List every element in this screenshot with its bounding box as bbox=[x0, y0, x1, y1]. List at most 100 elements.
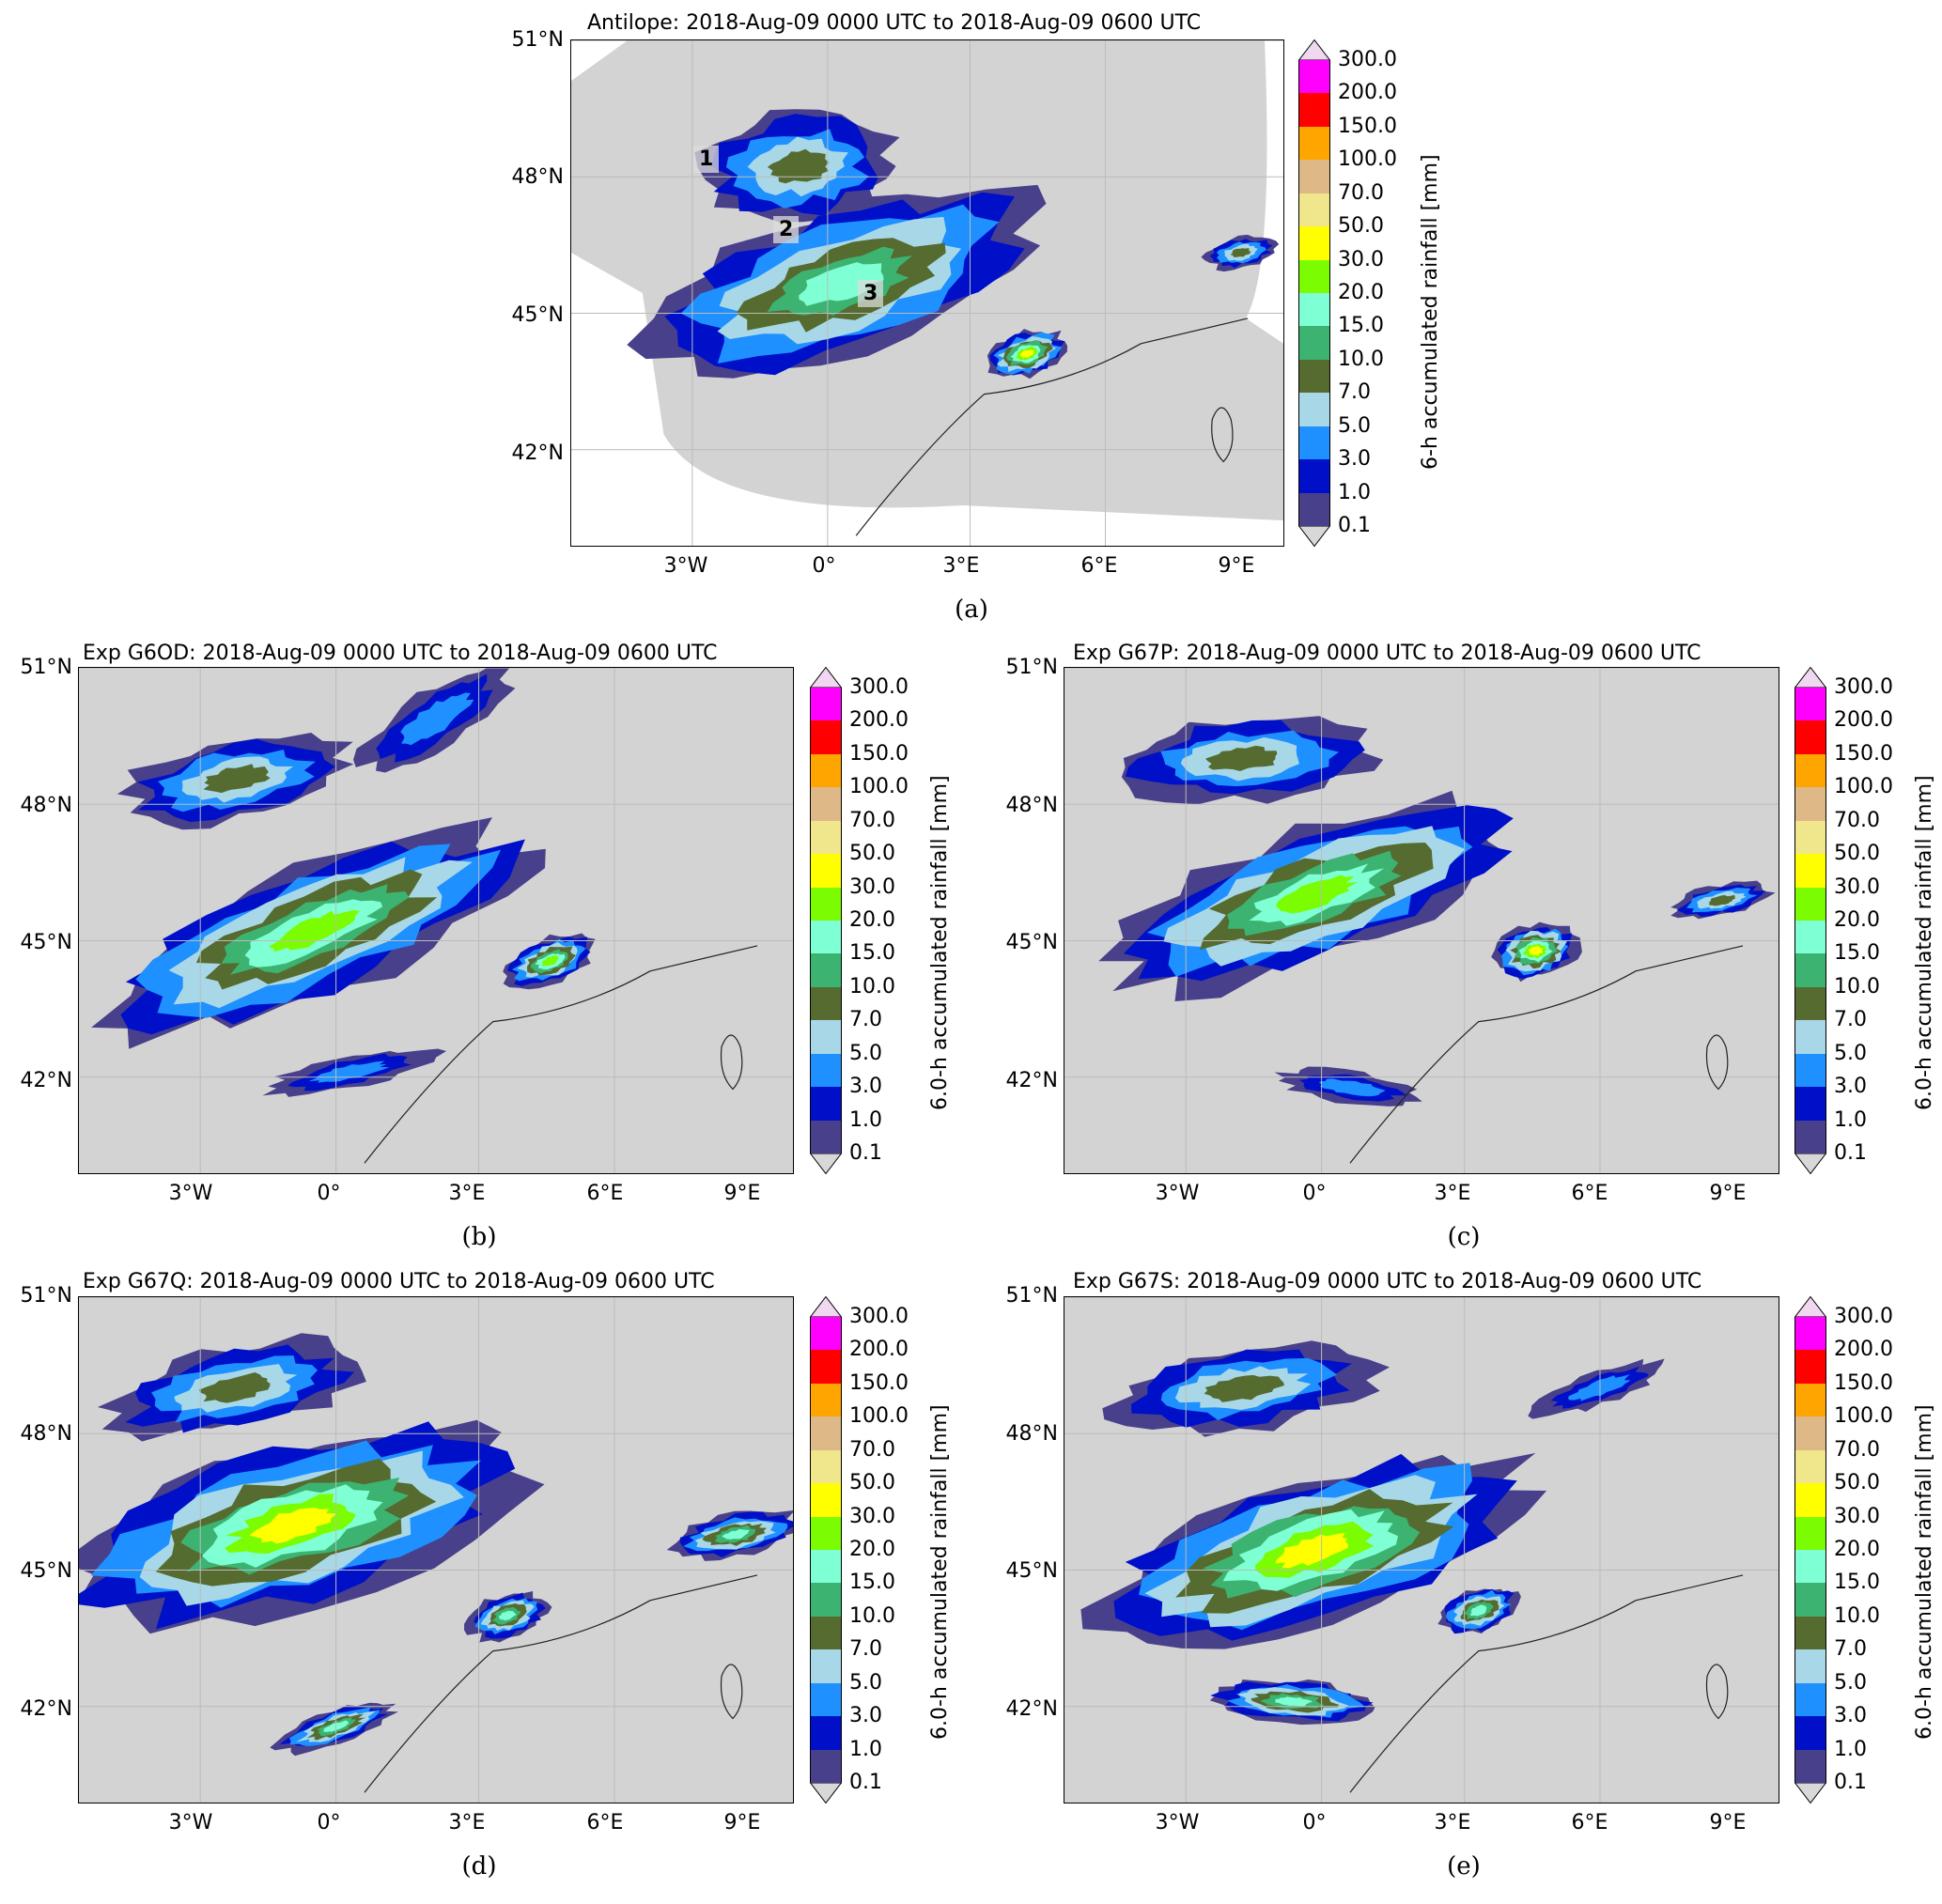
lat-tick: 42°N bbox=[20, 1697, 72, 1721]
colorbar-under-triangle bbox=[1298, 526, 1330, 547]
colorbar-segment bbox=[810, 1449, 842, 1484]
panel-caption: (e) bbox=[1447, 1852, 1481, 1881]
colorbar-segment bbox=[1298, 359, 1330, 394]
colorbar-tick-label: 0.1 bbox=[1834, 1771, 1867, 1794]
lat-tick: 51°N bbox=[20, 656, 72, 679]
lat-tick: 48°N bbox=[20, 1422, 72, 1446]
colorbar-segment bbox=[810, 1383, 842, 1417]
colorbar-segment bbox=[810, 1583, 842, 1617]
colorbar-segment bbox=[1794, 1383, 1826, 1417]
lat-tick: 45°N bbox=[20, 931, 72, 954]
lat-tick: 42°N bbox=[511, 441, 564, 465]
colorbar-tick-label: 7.0 bbox=[1834, 1637, 1867, 1662]
colorbar-tick-label: 3.0 bbox=[849, 1704, 882, 1728]
colorbar-tick-label: 20.0 bbox=[1338, 281, 1384, 304]
colorbar-tick-label: 30.0 bbox=[1834, 1504, 1880, 1528]
colorbar-tick-label: 1.0 bbox=[849, 1737, 882, 1761]
colorbar-segment bbox=[1298, 492, 1330, 526]
rainfall-field bbox=[79, 668, 793, 1173]
colorbar-tick-label: 200.0 bbox=[1338, 81, 1397, 105]
colorbar-tick-label: 0.1 bbox=[1338, 514, 1371, 537]
colorbar-tick-label: 30.0 bbox=[1834, 875, 1880, 899]
colorbar-segment bbox=[810, 1550, 842, 1584]
colorbar-tick-label: 70.0 bbox=[1338, 180, 1384, 205]
rainfall-field bbox=[1064, 1297, 1779, 1803]
lon-tick: 0° bbox=[812, 554, 836, 578]
lat-tick: 45°N bbox=[1005, 1559, 1058, 1583]
colorbar-tick-label: 100.0 bbox=[1338, 147, 1397, 172]
colorbar-tick-label: 15.0 bbox=[1834, 941, 1880, 966]
colorbar-tick-label: 30.0 bbox=[849, 1504, 895, 1528]
colorbar-tick-label: 300.0 bbox=[849, 1305, 909, 1328]
lon-tick: 3°W bbox=[1155, 1182, 1200, 1205]
colorbar-segment bbox=[1794, 1087, 1826, 1121]
lon-tick: 6°E bbox=[586, 1811, 624, 1834]
rainfall-map bbox=[570, 39, 1284, 547]
colorbar: 0.1 1.0 3.0 5.0 7.0 10.0 15.0 20.0 30.0 50.0 70.0 1… bbox=[1794, 1296, 1893, 1803]
colorbar-segment bbox=[810, 1616, 842, 1650]
rainfall-field bbox=[1064, 668, 1779, 1173]
lat-tick: 51°N bbox=[511, 28, 564, 52]
colorbar-segment bbox=[810, 787, 842, 821]
colorbar-tick-label: 3.0 bbox=[1834, 1704, 1867, 1728]
rainfall-map bbox=[78, 667, 794, 1174]
lat-tick: 42°N bbox=[1005, 1697, 1058, 1721]
colorbar-segment bbox=[1794, 1449, 1826, 1484]
colorbar-segment bbox=[810, 1120, 842, 1153]
colorbar-tick-label: 200.0 bbox=[1834, 708, 1893, 733]
colorbar-segment bbox=[1298, 193, 1330, 227]
colorbar-tick-label: 150.0 bbox=[1834, 1370, 1893, 1395]
colorbar-tick-label: 100.0 bbox=[849, 775, 909, 799]
colorbar-tick-label: 50.0 bbox=[1834, 1471, 1880, 1495]
rainfall-map bbox=[1064, 1296, 1779, 1803]
colorbar-segment bbox=[810, 953, 842, 987]
lon-tick: 0° bbox=[1302, 1182, 1327, 1205]
colorbar-label: 6-h accumulated rainfall [mm] bbox=[1419, 154, 1442, 470]
lon-tick: 3°W bbox=[1155, 1811, 1200, 1834]
colorbar-segment bbox=[1794, 1350, 1826, 1384]
colorbar-segment bbox=[1298, 60, 1330, 94]
colorbar-segment bbox=[1298, 459, 1330, 493]
colorbar-segment bbox=[1298, 226, 1330, 260]
colorbar-segment bbox=[810, 1516, 842, 1550]
colorbar-tick-label: 20.0 bbox=[849, 908, 895, 932]
colorbar-tick-label: 70.0 bbox=[1834, 808, 1880, 832]
colorbar-segment bbox=[810, 1350, 842, 1384]
lon-tick: 3°E bbox=[1434, 1811, 1471, 1834]
colorbar-tick-label: 5.0 bbox=[1338, 413, 1371, 438]
colorbar-tick-label: 100.0 bbox=[1834, 775, 1893, 799]
colorbar-under-triangle bbox=[1794, 1783, 1826, 1803]
colorbar-over-triangle bbox=[1794, 1296, 1826, 1317]
region-label-1: 1 bbox=[693, 146, 720, 173]
lat-tick: 51°N bbox=[1005, 1284, 1058, 1308]
colorbar-segment bbox=[1298, 93, 1330, 127]
colorbar-tick-label: 20.0 bbox=[1834, 908, 1880, 932]
colorbar-tick-label: 20.0 bbox=[1834, 1538, 1880, 1561]
lon-tick: 9°E bbox=[723, 1811, 761, 1834]
colorbar-tick-label: 200.0 bbox=[1834, 1338, 1893, 1362]
colorbar-segment bbox=[1794, 753, 1826, 788]
lon-tick: 0° bbox=[317, 1811, 341, 1834]
colorbar-segment bbox=[1298, 259, 1330, 293]
colorbar-tick-label: 1.0 bbox=[849, 1107, 882, 1132]
colorbar-segment bbox=[810, 1483, 842, 1517]
colorbar-segment bbox=[1298, 393, 1330, 426]
rainfall-field bbox=[571, 40, 1283, 546]
colorbar-segment bbox=[1794, 1053, 1826, 1088]
colorbar-tick-label: 300.0 bbox=[849, 675, 909, 699]
colorbar-tick-label: 10.0 bbox=[1338, 347, 1384, 371]
panel-title: Exp G67P: 2018-Aug-09 0000 UTC to 2018-A… bbox=[1073, 642, 1701, 665]
colorbar-tick-label: 15.0 bbox=[849, 941, 895, 966]
lat-tick: 48°N bbox=[1005, 794, 1058, 817]
colorbar-segment bbox=[1794, 1020, 1826, 1054]
rainfall-field bbox=[79, 1297, 793, 1803]
colorbar-segment bbox=[810, 1317, 842, 1351]
lat-tick: 45°N bbox=[511, 303, 564, 327]
colorbar-segment bbox=[1794, 854, 1826, 888]
colorbar-tick-label: 300.0 bbox=[1834, 1305, 1893, 1328]
colorbar-tick-label: 7.0 bbox=[1834, 1008, 1867, 1032]
colorbar-segment bbox=[810, 1087, 842, 1121]
colorbar-segment bbox=[1794, 820, 1826, 855]
colorbar-tick-label: 70.0 bbox=[849, 808, 895, 832]
colorbar-segment bbox=[810, 887, 842, 921]
